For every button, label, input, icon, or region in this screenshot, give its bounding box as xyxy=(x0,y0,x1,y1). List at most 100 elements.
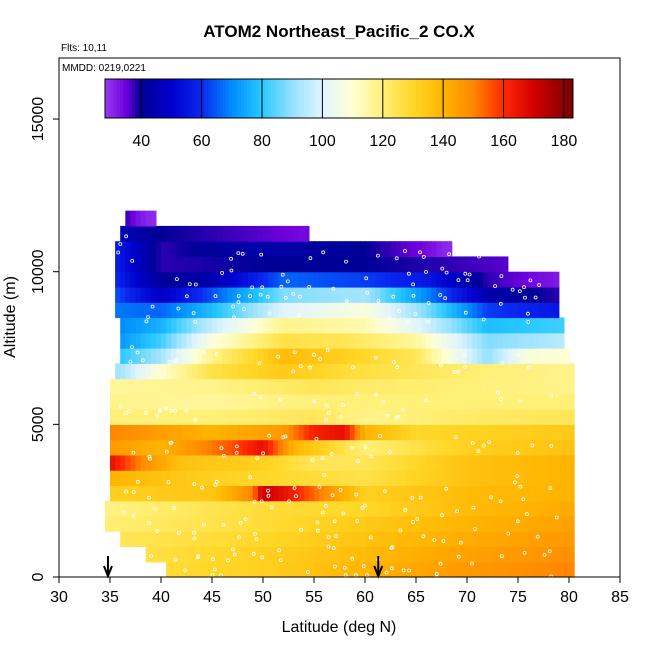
heatmap-cell xyxy=(314,393,320,410)
heatmap-cell xyxy=(365,317,371,334)
heatmap-cell xyxy=(222,393,228,410)
heatmap-cell xyxy=(319,470,325,487)
heatmap-cell xyxy=(553,561,560,578)
heatmap-cell xyxy=(416,470,422,487)
heatmap-cell xyxy=(380,241,386,258)
heatmap-cell xyxy=(405,561,412,578)
heatmap-cell xyxy=(370,409,376,425)
heatmap-cell xyxy=(206,531,213,548)
heatmap-cell xyxy=(303,485,310,502)
heatmap-cell xyxy=(334,271,341,288)
heatmap-cell xyxy=(543,424,550,441)
heatmap-cell xyxy=(558,500,565,517)
heatmap-cell xyxy=(334,531,341,548)
colorbar-swatch xyxy=(349,79,354,118)
heatmap-cell xyxy=(308,439,315,456)
flight-track-point xyxy=(201,522,206,527)
colorbar-swatch xyxy=(346,79,351,118)
heatmap-cell xyxy=(538,363,545,380)
heatmap-cell xyxy=(252,409,259,425)
heatmap-cell xyxy=(242,225,249,242)
heatmap-cell xyxy=(487,454,494,471)
heatmap-cell xyxy=(324,485,330,502)
heatmap-cell xyxy=(436,348,443,364)
flight-track-point xyxy=(191,311,196,316)
flight-track-point xyxy=(251,551,256,556)
flight-track-point xyxy=(276,354,281,359)
heatmap-cell xyxy=(436,256,443,273)
heatmap-cell xyxy=(548,332,555,349)
heatmap-cell xyxy=(502,302,509,319)
heatmap-cell xyxy=(385,485,392,502)
heatmap-cell xyxy=(252,546,259,563)
heatmap-cell xyxy=(436,271,443,288)
heatmap-cell xyxy=(150,470,157,487)
heatmap-cell xyxy=(380,256,386,273)
heatmap-cell xyxy=(252,485,259,502)
heatmap-cell xyxy=(130,424,137,441)
heatmap-cell xyxy=(523,454,529,471)
heatmap-cell xyxy=(161,286,167,303)
colorbar-swatch xyxy=(331,79,335,118)
heatmap-cell xyxy=(380,271,386,288)
heatmap-cell xyxy=(181,378,188,395)
heatmap-cell xyxy=(349,378,356,395)
heatmap-cell xyxy=(533,424,539,441)
heatmap-cell xyxy=(252,378,259,395)
heatmap-cell xyxy=(135,348,142,364)
heatmap-cell xyxy=(257,225,264,242)
heatmap-cell xyxy=(217,241,223,258)
heatmap-cell xyxy=(273,348,279,364)
heatmap-cell xyxy=(533,271,539,288)
heatmap-cell xyxy=(354,286,361,303)
heatmap-cell xyxy=(115,470,121,487)
heatmap-cell xyxy=(288,271,295,288)
heatmap-cell xyxy=(375,515,381,532)
heatmap-cell xyxy=(370,531,376,548)
colorbar-swatch xyxy=(509,79,514,118)
heatmap-cell xyxy=(161,515,167,532)
heatmap-cell xyxy=(553,424,560,441)
heatmap-cell xyxy=(227,317,233,334)
heatmap-cell xyxy=(308,302,315,319)
heatmap-cell xyxy=(227,561,233,578)
heatmap-cell xyxy=(349,393,356,410)
colorbar-swatch xyxy=(307,79,311,118)
heatmap-cell xyxy=(426,286,432,303)
heatmap-cell xyxy=(166,378,172,395)
heatmap-cell xyxy=(263,317,269,334)
flight-track-point xyxy=(124,489,128,494)
heatmap-cell xyxy=(436,393,443,410)
heatmap-cell xyxy=(140,500,147,517)
heatmap-cell xyxy=(558,470,565,487)
heatmap-cell xyxy=(456,286,463,303)
heatmap-cell xyxy=(125,210,131,227)
heatmap-cell xyxy=(329,546,335,563)
heatmap-cell xyxy=(181,271,188,288)
heatmap-cell xyxy=(365,271,371,288)
flight-track-point xyxy=(293,494,298,499)
heatmap-cell xyxy=(451,561,458,578)
heatmap-cell xyxy=(472,332,478,349)
heatmap-cell xyxy=(349,348,356,364)
flight-track-point xyxy=(522,551,527,555)
heatmap-cell xyxy=(206,241,213,258)
heatmap-cell xyxy=(426,470,432,487)
heatmap-cell xyxy=(497,378,504,395)
heatmap-cell xyxy=(421,546,427,563)
flight-track-point xyxy=(421,254,426,259)
heatmap-cell xyxy=(176,561,182,578)
heatmap-cell xyxy=(232,225,239,242)
flight-track-point xyxy=(214,352,219,356)
heatmap-cell xyxy=(518,378,524,395)
heatmap-cell xyxy=(130,454,137,471)
flight-track-point xyxy=(418,495,423,500)
heatmap-cell xyxy=(329,531,335,548)
heatmap-cell xyxy=(196,546,203,563)
flight-track-point xyxy=(499,554,504,559)
heatmap-cell xyxy=(441,561,448,578)
heatmap-cell xyxy=(237,561,244,578)
heatmap-cell xyxy=(553,286,560,303)
heatmap-cell xyxy=(314,546,320,563)
heatmap-cell xyxy=(436,470,443,487)
